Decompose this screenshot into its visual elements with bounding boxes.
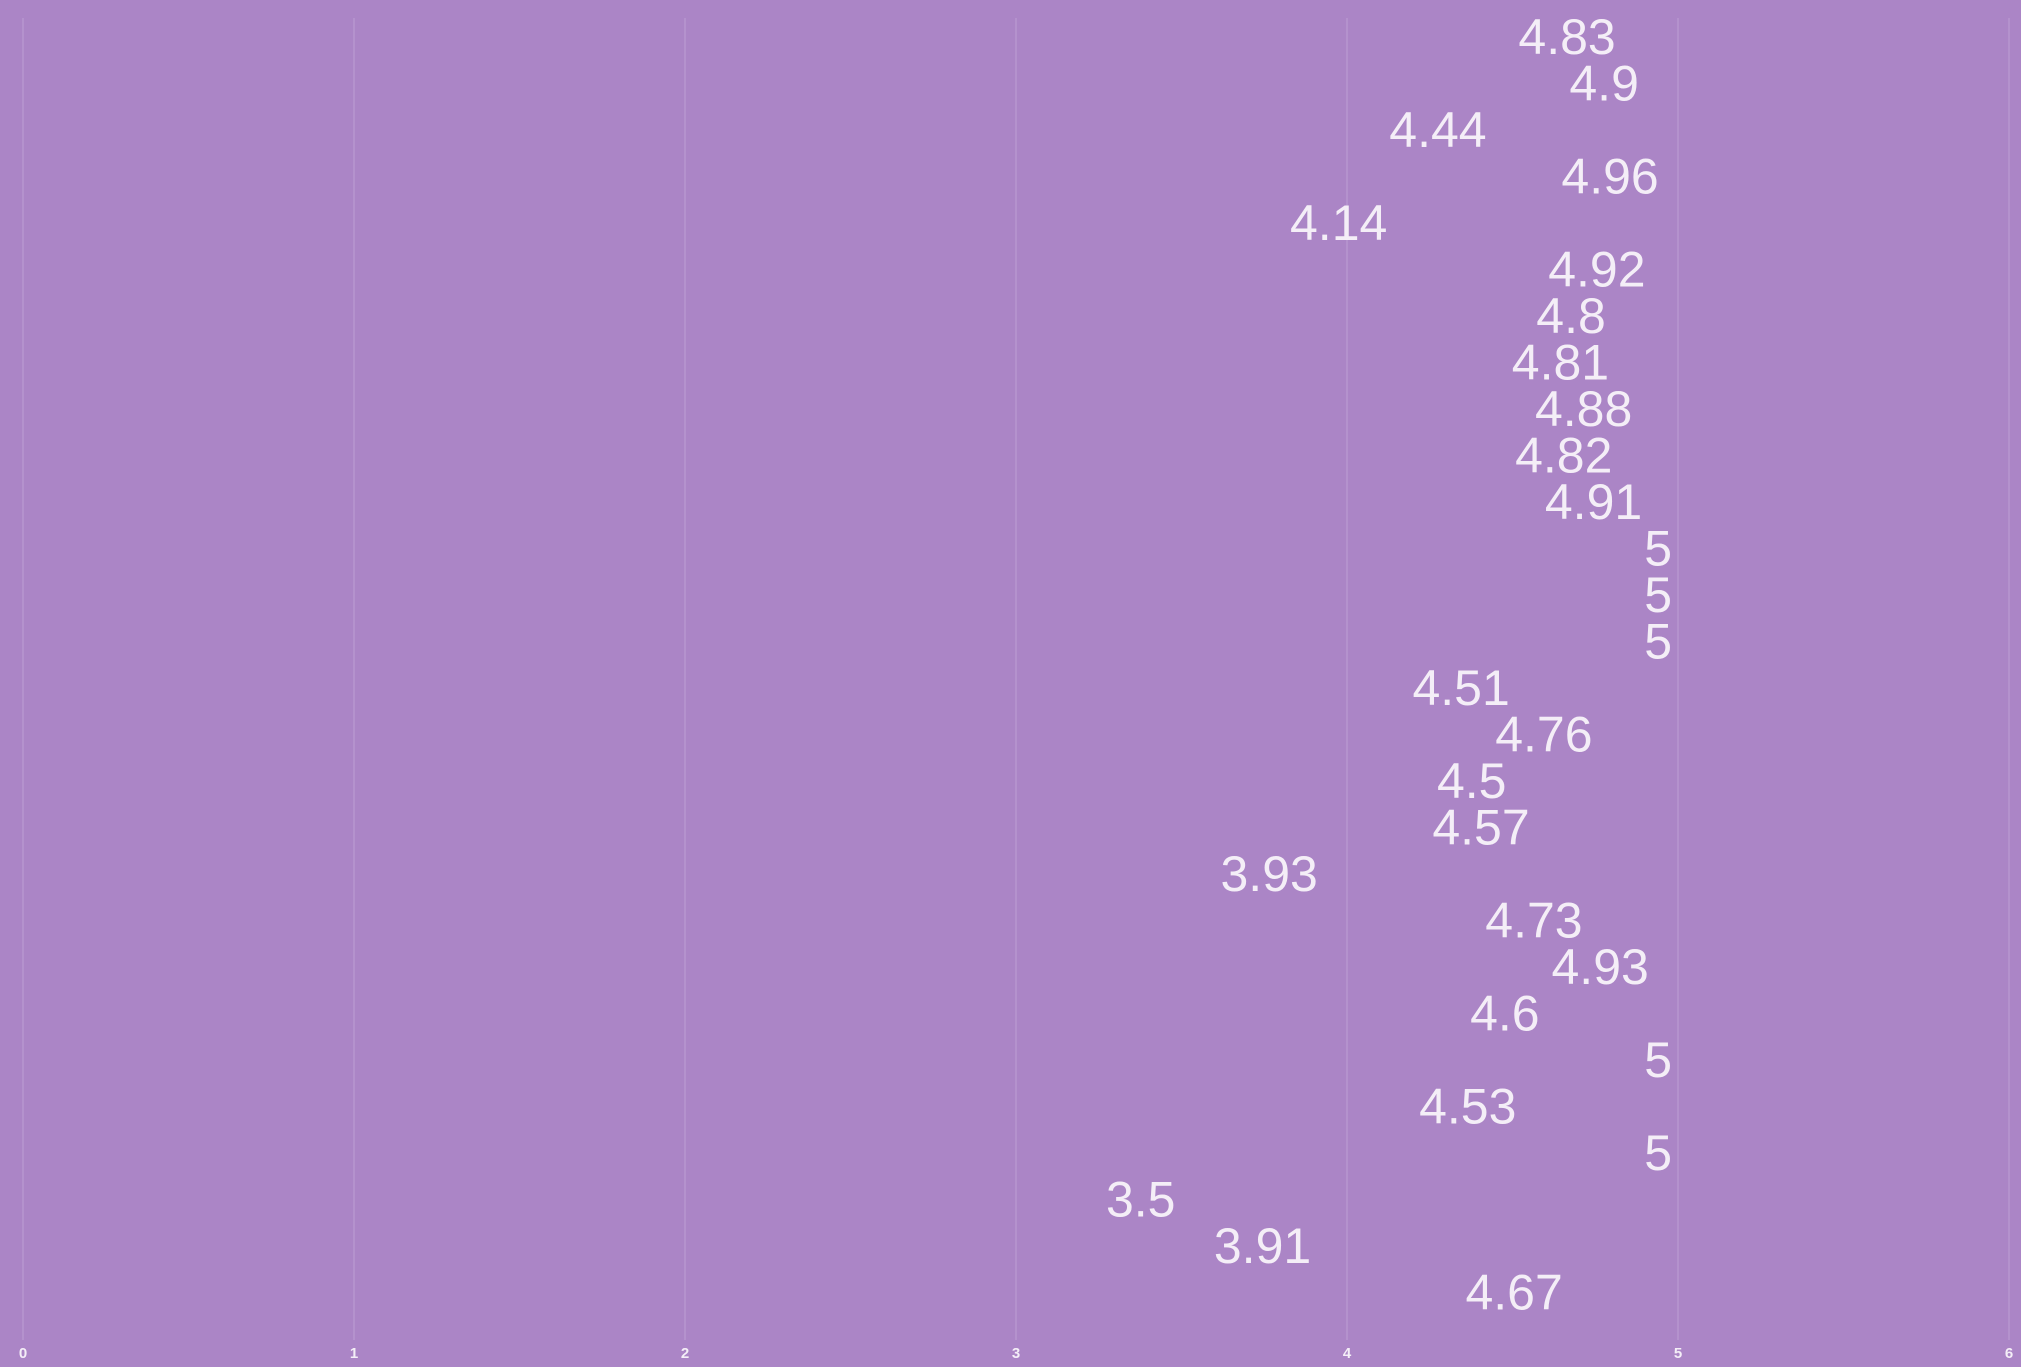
value-label: 4.53 [1419, 1079, 1516, 1135]
value-label: 4.92 [1548, 242, 1645, 298]
value-label: 4.5 [1437, 753, 1507, 809]
value-label: 4.73 [1485, 893, 1582, 949]
value-label: 5 [1644, 1032, 1672, 1088]
value-label: 4.81 [1512, 335, 1609, 391]
x-tick-label: 2 [681, 1345, 689, 1362]
value-label: 4.91 [1545, 474, 1642, 530]
value-label: 4.88 [1535, 381, 1632, 437]
value-label: 4.76 [1495, 707, 1592, 763]
value-label: 5 [1644, 1125, 1672, 1181]
value-label: 4.14 [1290, 195, 1387, 251]
value-label: 4.6 [1470, 986, 1540, 1042]
value-label: 4.67 [1465, 1265, 1562, 1321]
x-tick-label: 3 [1012, 1345, 1020, 1362]
x-tick-label: 0 [19, 1345, 27, 1362]
x-tick-label: 6 [2005, 1345, 2013, 1362]
value-label: 3.91 [1214, 1218, 1311, 1274]
value-label: 4.96 [1561, 149, 1658, 205]
value-label: 4.8 [1536, 288, 1606, 344]
value-label: 4.82 [1515, 428, 1612, 484]
value-label: 5 [1644, 614, 1672, 670]
value-label: 4.93 [1552, 939, 1649, 995]
x-tick-label: 4 [1343, 1345, 1352, 1362]
x-tick-label: 5 [1674, 1345, 1682, 1362]
value-label: 4.57 [1432, 800, 1529, 856]
value-label: 5 [1644, 567, 1672, 623]
x-tick-label: 1 [350, 1345, 358, 1362]
value-label: 4.9 [1569, 56, 1639, 112]
value-label: 5 [1644, 521, 1672, 577]
value-label: 3.93 [1221, 846, 1318, 902]
value-label: 4.83 [1518, 9, 1615, 65]
value-label: 4.44 [1389, 102, 1486, 158]
value-label: 4.51 [1412, 660, 1509, 716]
value-label: 3.5 [1106, 1172, 1176, 1228]
